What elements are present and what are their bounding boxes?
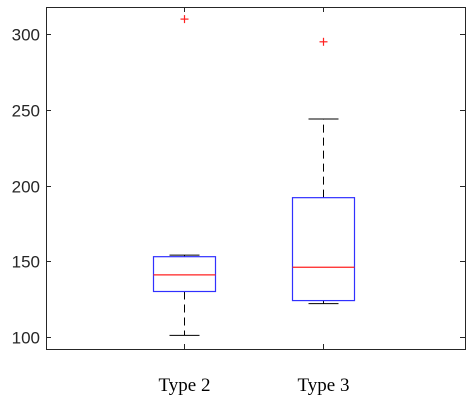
axes-frame bbox=[46, 7, 466, 350]
y-tick-label: 150 bbox=[12, 253, 40, 272]
y-tick-label: 100 bbox=[12, 329, 40, 348]
x-category-label: Type 2 bbox=[159, 375, 211, 396]
x-axis-category-labels: Type 2 Type 3 bbox=[159, 7, 350, 396]
box-plot-series bbox=[152, 15, 356, 336]
iqr-box bbox=[152, 256, 217, 293]
outlier-marker bbox=[319, 37, 328, 46]
box-1 bbox=[152, 15, 217, 336]
y-tick-label: 200 bbox=[12, 178, 40, 197]
y-axis-ticks: 100 150 200 250 300 bbox=[12, 26, 465, 348]
iqr-box bbox=[291, 197, 356, 302]
x-category-label: Type 3 bbox=[298, 375, 350, 396]
y-tick-label: 250 bbox=[12, 102, 40, 121]
box-2 bbox=[291, 37, 356, 305]
y-tick-label: 300 bbox=[12, 26, 40, 45]
outlier-marker bbox=[180, 15, 189, 24]
